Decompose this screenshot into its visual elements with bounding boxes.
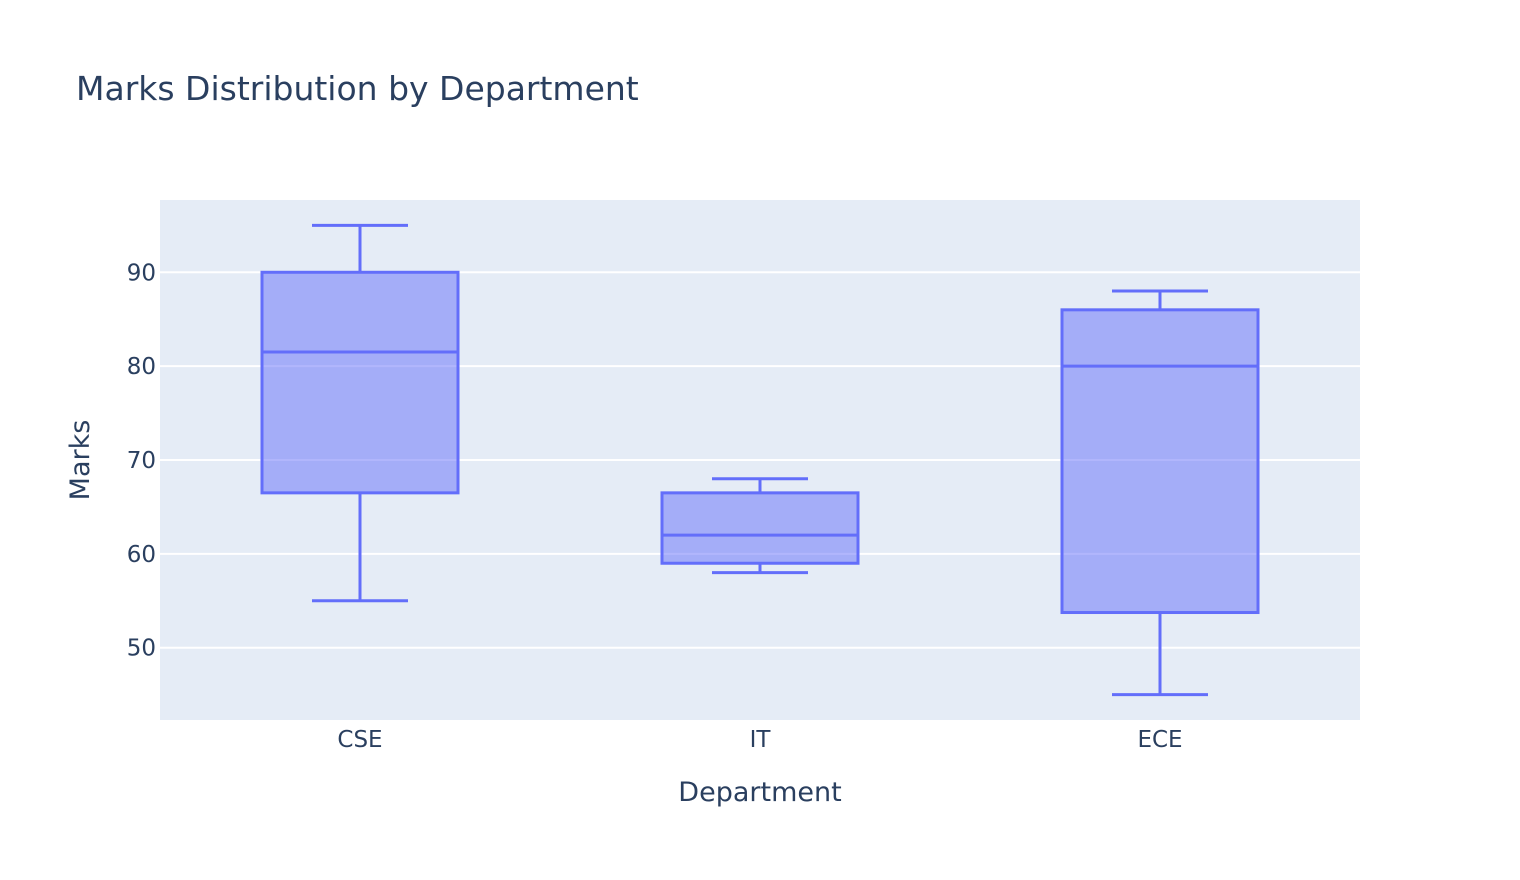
box-cse (260, 223, 460, 603)
box-series (260, 223, 1260, 697)
y-tick-label: 50 (127, 636, 156, 662)
x-tick-label: CSE (337, 727, 382, 753)
chart-title: Marks Distribution by Department (76, 69, 639, 108)
x-axis-title: Department (678, 777, 841, 808)
y-axis-title: Marks (65, 420, 96, 501)
x-axis-ticks: CSE IT ECE (337, 727, 1182, 753)
box-body (660, 491, 860, 565)
x-tick-label: ECE (1137, 727, 1182, 753)
box-body (260, 270, 460, 495)
y-tick-label: 70 (127, 448, 156, 474)
x-tick-label: IT (750, 727, 772, 753)
box-ece (1060, 289, 1260, 697)
box-it (660, 477, 860, 575)
y-tick-label: 90 (127, 260, 156, 286)
y-tick-label: 60 (127, 542, 156, 568)
box-body (1060, 308, 1260, 615)
y-tick-label: 80 (127, 354, 156, 380)
y-axis-ticks: 50 60 70 80 90 (127, 260, 156, 661)
